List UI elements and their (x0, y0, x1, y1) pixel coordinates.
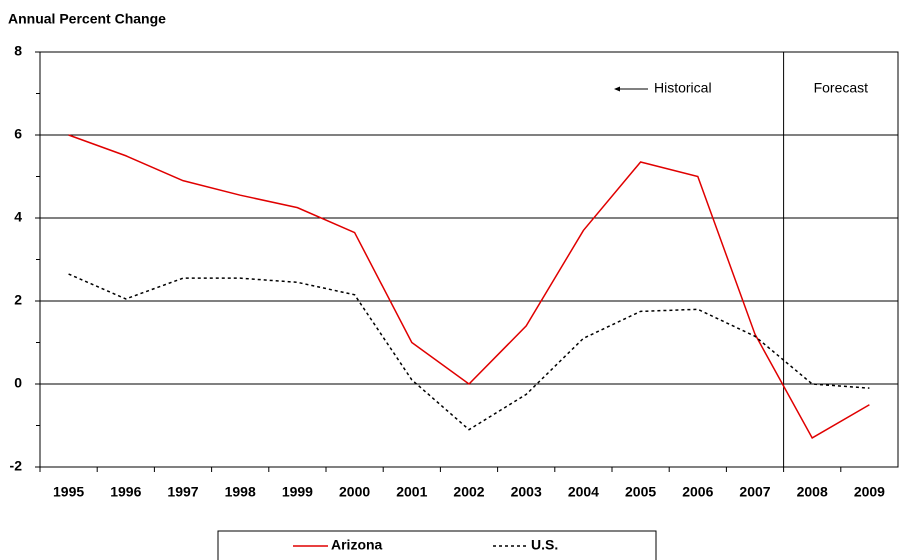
x-tick-label: 1997 (167, 484, 198, 500)
x-tick-label: 2004 (568, 484, 599, 500)
annotation: Historical (654, 80, 712, 96)
chart-title: Annual Percent Change (8, 11, 166, 27)
x-tick-label: 2005 (625, 484, 656, 500)
x-tick-label: 1999 (282, 484, 313, 500)
x-tick-label: 2008 (797, 484, 828, 500)
x-tick-label: 2007 (739, 484, 770, 500)
x-tick-label: 2006 (682, 484, 713, 500)
y-tick-label: 4 (14, 209, 22, 225)
annotation-arrowhead (614, 86, 620, 92)
x-tick-label: 2000 (339, 484, 370, 500)
y-tick-label: 6 (14, 126, 22, 142)
y-tick-label: -2 (10, 458, 23, 474)
legend-label: Arizona (331, 537, 383, 553)
legend-box (217, 530, 657, 560)
legend-label: U.S. (531, 537, 558, 553)
series-line (68, 273, 870, 431)
y-tick-label: 2 (14, 292, 22, 308)
x-tick-label: 2001 (396, 484, 427, 500)
y-tick-label: 8 (14, 43, 22, 59)
x-tick-label: 1995 (53, 484, 84, 500)
x-tick-label: 1998 (225, 484, 256, 500)
x-tick-label: 2003 (511, 484, 542, 500)
x-tick-label: 2009 (854, 484, 885, 500)
x-tick-label: 2002 (453, 484, 484, 500)
y-tick-label: 0 (14, 375, 22, 391)
plot-area (39, 51, 899, 468)
annotation: Forecast (814, 80, 869, 96)
x-tick-label: 1996 (110, 484, 141, 500)
series-line (68, 134, 870, 439)
